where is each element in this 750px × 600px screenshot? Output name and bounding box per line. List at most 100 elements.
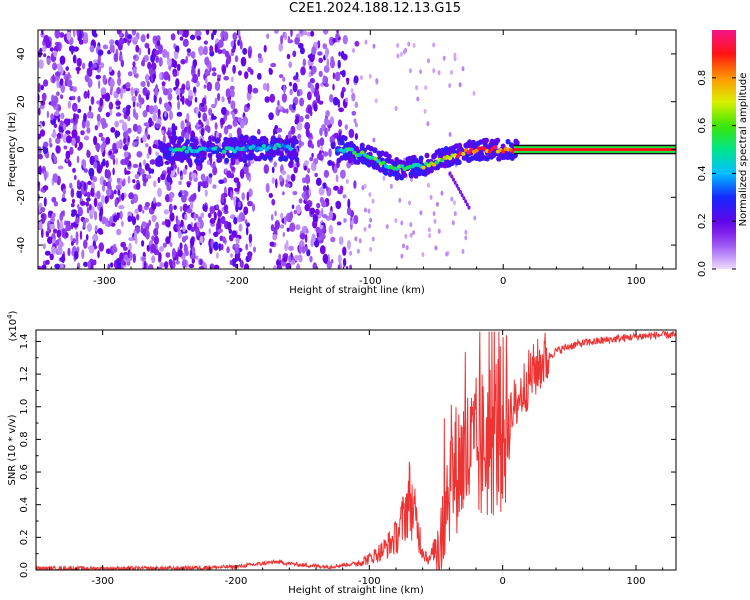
noise-speckle <box>97 49 104 56</box>
noise-speckle <box>104 92 111 102</box>
noise-speckle <box>57 245 63 256</box>
noise-speckle <box>144 43 150 49</box>
noise-speckle <box>332 96 339 106</box>
noise-speckle <box>236 181 241 190</box>
noise-speckle <box>83 261 88 267</box>
noise-speckle <box>321 207 324 217</box>
noise-speckle <box>121 192 125 201</box>
noise-speckle <box>40 100 46 106</box>
noise-speckle <box>136 151 143 158</box>
noise-speckle <box>77 204 80 209</box>
noise-speckle <box>204 125 210 132</box>
noise-speckle <box>304 122 311 131</box>
y-tick-label: 1.4 <box>19 333 30 349</box>
noise-speckle <box>94 124 99 131</box>
noise-speckle <box>233 216 238 225</box>
x-tick-label: -100 <box>358 576 381 587</box>
noise-speckle <box>52 173 59 183</box>
y-tick-label: 20 <box>16 95 27 108</box>
noise-speckle <box>92 63 98 68</box>
noise-speckle <box>311 143 314 149</box>
noise-speckle <box>253 246 256 253</box>
noise-speckle <box>73 175 77 180</box>
noise-speckle <box>59 55 66 65</box>
noise-speckle <box>43 53 47 58</box>
signal-halo <box>157 155 163 161</box>
noise-speckle <box>60 112 65 120</box>
noise-speckle <box>233 122 238 127</box>
noise-speckle <box>50 100 57 107</box>
noise-speckle <box>71 129 78 138</box>
noise-speckle <box>139 101 142 109</box>
noise-speckle <box>433 218 437 224</box>
noise-speckle <box>142 110 148 118</box>
noise-speckle <box>333 185 339 191</box>
noise-speckle <box>62 123 67 131</box>
noise-speckle <box>307 91 312 101</box>
noise-speckle <box>59 263 64 269</box>
noise-speckle <box>131 95 137 102</box>
noise-speckle <box>167 92 173 101</box>
noise-speckle <box>86 150 91 158</box>
noise-speckle <box>307 168 311 174</box>
noise-speckle <box>180 175 183 181</box>
noise-speckle <box>298 115 304 123</box>
noise-speckle <box>132 253 136 263</box>
noise-speckle <box>175 45 180 53</box>
noise-speckle <box>216 221 221 230</box>
noise-speckle <box>311 84 315 94</box>
noise-speckle <box>92 240 97 248</box>
noise-speckle <box>257 53 262 59</box>
noise-speckle <box>223 204 229 212</box>
noise-speckle <box>208 173 213 178</box>
noise-speckle <box>338 51 341 57</box>
noise-speckle <box>308 188 311 196</box>
noise-speckle <box>242 47 248 55</box>
noise-speckle <box>77 95 81 103</box>
noise-speckle <box>69 146 74 155</box>
noise-speckle <box>276 127 283 133</box>
noise-speckle <box>268 112 274 121</box>
noise-speckle <box>408 68 412 74</box>
noise-speckle <box>427 227 431 233</box>
noise-speckle <box>243 166 249 175</box>
noise-speckle <box>81 62 86 70</box>
signal-halo <box>402 172 408 178</box>
noise-speckle <box>283 85 286 94</box>
noise-speckle <box>321 200 327 208</box>
noise-speckle <box>178 30 184 35</box>
signal-core <box>376 159 381 164</box>
signal-halo <box>271 152 276 158</box>
noise-speckle <box>143 159 146 166</box>
noise-speckle <box>290 125 296 135</box>
noise-speckle <box>238 223 243 232</box>
noise-speckle <box>282 256 288 263</box>
noise-speckle <box>154 87 159 97</box>
noise-speckle <box>129 251 133 259</box>
noise-speckle <box>155 202 162 207</box>
signal-halo <box>215 153 221 159</box>
noise-speckle <box>407 41 411 47</box>
noise-speckle <box>50 216 55 223</box>
noise-speckle <box>45 39 52 49</box>
noise-speckle <box>39 129 46 137</box>
noise-speckle <box>347 198 351 209</box>
noise-speckle <box>311 233 316 243</box>
noise-speckle <box>206 159 211 166</box>
noise-speckle <box>47 224 50 233</box>
noise-speckle <box>172 71 178 77</box>
noise-speckle <box>44 213 47 221</box>
noise-speckle <box>324 52 328 59</box>
noise-speckle <box>115 158 118 166</box>
noise-speckle <box>73 46 79 52</box>
noise-speckle <box>335 33 339 40</box>
noise-speckle <box>266 82 270 93</box>
noise-speckle <box>285 262 292 269</box>
noise-speckle <box>96 113 101 122</box>
noise-speckle <box>76 179 81 188</box>
noise-speckle <box>137 166 143 173</box>
noise-speckle <box>453 211 457 217</box>
noise-speckle <box>262 82 267 91</box>
noise-speckle <box>314 208 320 216</box>
noise-speckle <box>77 108 82 113</box>
